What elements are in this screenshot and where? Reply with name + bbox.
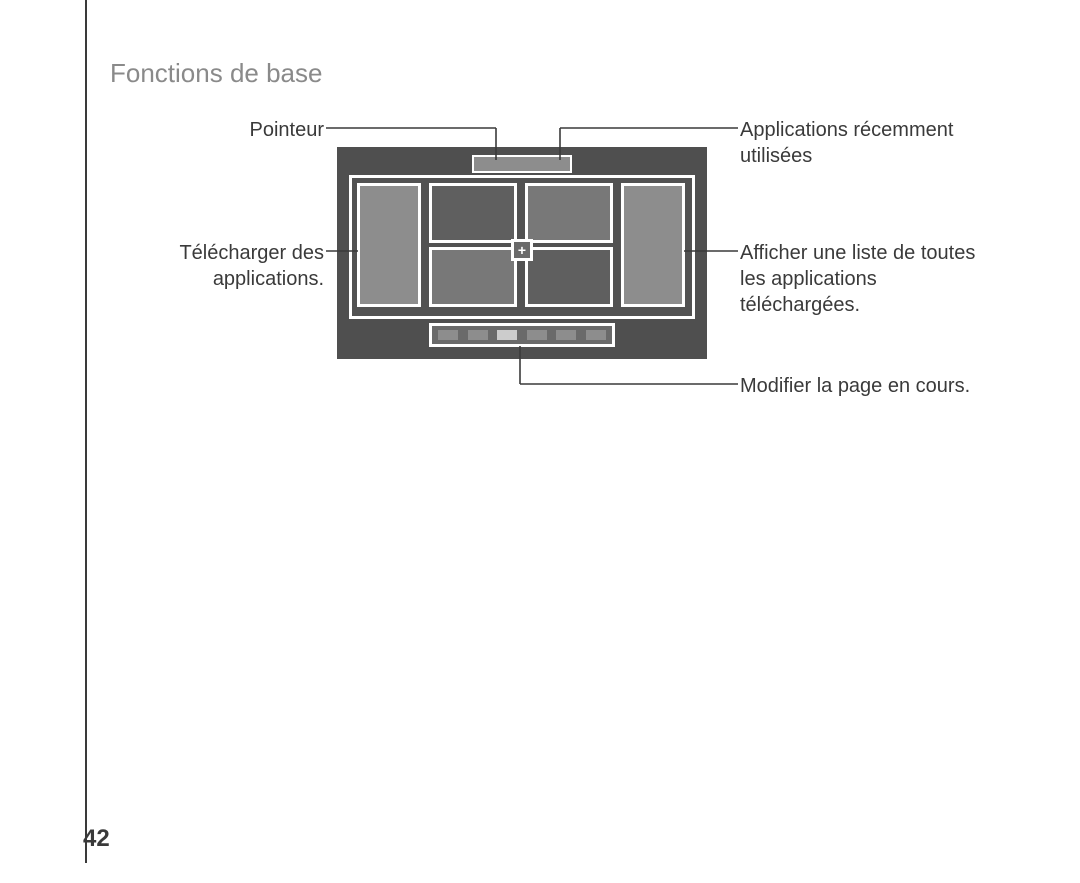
section-title: Fonctions de base bbox=[110, 58, 322, 89]
page-left-rule bbox=[85, 0, 87, 863]
page-dot bbox=[438, 330, 458, 340]
tile-cl-bottom bbox=[429, 247, 517, 307]
tile-right bbox=[621, 183, 685, 307]
label-edit-page: Modifier la page en cours. bbox=[740, 373, 1000, 399]
page-indicator-bar bbox=[429, 323, 615, 347]
tile-cr-top bbox=[525, 183, 613, 243]
header-tab bbox=[472, 155, 572, 173]
label-pointer: Pointeur bbox=[130, 117, 324, 143]
tile-cr-bottom bbox=[525, 247, 613, 307]
label-download-apps: Télécharger des applications. bbox=[130, 240, 324, 292]
page-dot bbox=[497, 330, 517, 340]
page-dot bbox=[468, 330, 488, 340]
page-dot bbox=[586, 330, 606, 340]
tile-cl-top bbox=[429, 183, 517, 243]
page-dot bbox=[556, 330, 576, 340]
label-recent-apps: Applications récemment utilisées bbox=[740, 117, 1000, 169]
label-list-downloaded: Afficher une liste de toutes les applica… bbox=[740, 240, 1000, 318]
tile-left bbox=[357, 183, 421, 307]
tv-diagram: + bbox=[335, 145, 709, 361]
pointer-icon: + bbox=[511, 239, 533, 261]
page-dot bbox=[527, 330, 547, 340]
page-number: 42 bbox=[83, 825, 110, 853]
